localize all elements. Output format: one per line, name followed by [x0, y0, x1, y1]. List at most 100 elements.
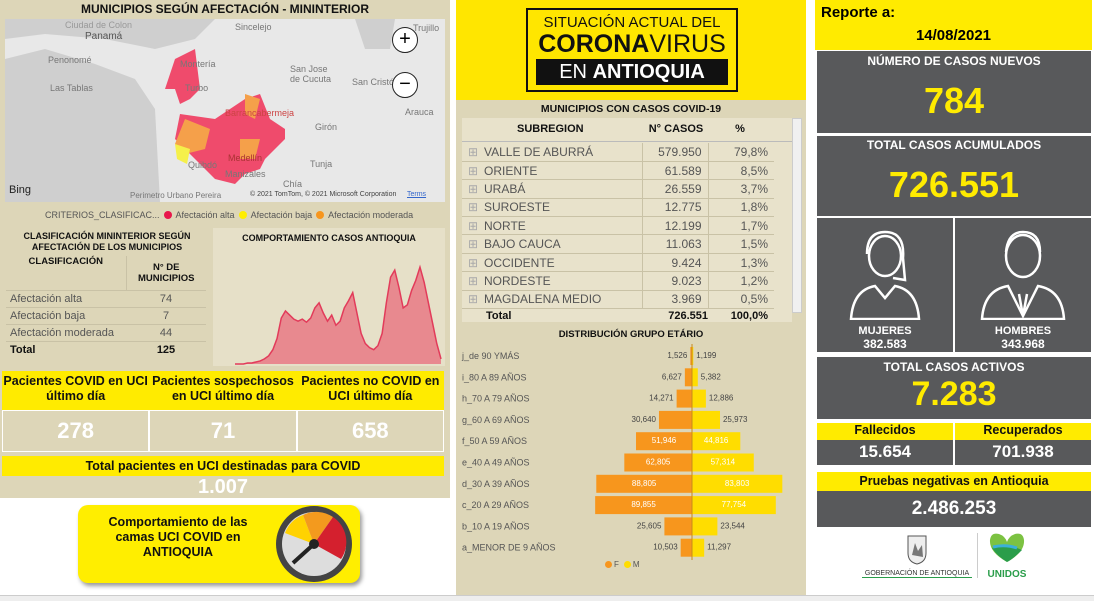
- row-value: 44: [126, 324, 206, 342]
- hombres-box: HOMBRES 343.968: [955, 218, 1091, 352]
- subregiones-rows: ⊞ VALLE DE ABURRÁ 579.950 79,8% ⊞ ORIENTE 61.5…: [462, 143, 774, 310]
- expand-icon[interactable]: ⊞: [462, 179, 484, 199]
- map-label: Montería: [180, 59, 216, 69]
- camas-uci-button[interactable]: Comportamiento de las camas UCI COVID en…: [78, 505, 360, 583]
- subregion-pct: 1,7%: [707, 216, 774, 236]
- zoom-in-button[interactable]: +: [392, 27, 418, 53]
- subregion-casos: 11.063: [641, 234, 708, 254]
- row-label: Afectación alta: [6, 290, 126, 308]
- legend-item[interactable]: Afectación alta: [175, 210, 235, 220]
- bar-f[interactable]: [658, 410, 692, 429]
- bar-m[interactable]: [692, 432, 741, 451]
- expand-icon[interactable]: ⊞: [462, 216, 484, 236]
- expand-icon[interactable]: ⊞: [462, 253, 484, 273]
- subregion-row[interactable]: ⊞ ORIENTE 61.589 8,5%: [462, 161, 774, 181]
- subregion-row[interactable]: ⊞ NORDESTE 9.023 1,2%: [462, 271, 774, 291]
- map-legend: CRITERIOS_CLASIFICAC... Afectación alta …: [45, 210, 413, 220]
- map-label: Girón: [315, 122, 338, 132]
- expand-icon[interactable]: ⊞: [462, 143, 484, 162]
- category-label: h_70 A 79 AÑOS: [462, 394, 530, 404]
- acumulados-box: TOTAL CASOS ACUMULADOS 726.551: [817, 136, 1091, 216]
- bar-f[interactable]: [680, 538, 692, 557]
- subregion-row[interactable]: ⊞ NORTE 12.199 1,7%: [462, 216, 774, 236]
- casos-nuevos-box: NÚMERO DE CASOS NUEVOS 784: [817, 51, 1091, 133]
- map-label: Barrancabermeja: [225, 108, 295, 118]
- subregion-row[interactable]: ⊞ VALLE DE ABURRÁ 579.950 79,8%: [462, 143, 774, 162]
- bar-m[interactable]: [692, 474, 783, 493]
- terms-link[interactable]: Terms: [407, 191, 427, 198]
- subregion-name: BAJO CAUCA: [484, 234, 642, 254]
- mujeres-value: 382.583: [863, 337, 907, 351]
- coat-of-arms-icon: [907, 535, 927, 565]
- legend-item[interactable]: Afectación baja: [250, 210, 313, 220]
- bar-m[interactable]: [692, 496, 776, 515]
- total-value: 125: [156, 343, 176, 356]
- col-header[interactable]: %: [735, 123, 745, 135]
- data-label-m: 1,199: [696, 351, 717, 360]
- legend-f[interactable]: F: [614, 560, 619, 569]
- category-label: a_MENOR DE 9 AÑOS: [462, 543, 556, 553]
- expand-icon[interactable]: ⊞: [462, 198, 484, 218]
- data-label-f: 25,605: [637, 521, 662, 530]
- bar-f[interactable]: [690, 347, 692, 365]
- bar-f[interactable]: [595, 496, 692, 515]
- expand-icon[interactable]: ⊞: [462, 271, 484, 291]
- total-row: Total 125: [6, 341, 206, 358]
- zoom-out-button[interactable]: −: [392, 72, 418, 98]
- col-header: CLASIFICACIÓN: [6, 256, 126, 291]
- bar-m[interactable]: [692, 453, 754, 472]
- bar-m[interactable]: [692, 410, 720, 429]
- bar-f[interactable]: [676, 389, 692, 408]
- category-label: e_40 A 49 AÑOS: [462, 458, 530, 468]
- data-label-f: 1,526: [667, 351, 688, 360]
- col-header[interactable]: SUBREGION: [517, 123, 584, 135]
- bar-m[interactable]: [692, 389, 706, 408]
- subregion-pct: 8,5%: [707, 161, 774, 181]
- gobernacion-logo: GOBERNACIÓN DE ANTIOQUIA: [862, 533, 972, 578]
- bar-m[interactable]: [692, 538, 705, 557]
- legend-item[interactable]: Afectación moderada: [328, 210, 414, 220]
- map-shapes: [5, 19, 395, 202]
- col-header[interactable]: N° CASOS: [648, 123, 704, 135]
- uci-header-no-covid: Pacientes no COVID en UCI último día: [301, 374, 440, 403]
- map-label: Chía: [283, 179, 303, 189]
- activos-box: TOTAL CASOS ACTIVOS 7.283: [817, 357, 1091, 419]
- map-label: Tunja: [310, 159, 333, 169]
- expand-icon[interactable]: ⊞: [462, 290, 484, 310]
- activos-value: 7.283: [911, 375, 997, 413]
- subregion-row[interactable]: ⊞ OCCIDENTE 9.424 1,3%: [462, 253, 774, 273]
- row-label: Afectación moderada: [6, 324, 126, 342]
- expand-icon[interactable]: ⊞: [462, 234, 484, 254]
- legend-dot-icon: [316, 211, 325, 219]
- bar-m[interactable]: [692, 517, 718, 536]
- expand-icon[interactable]: ⊞: [462, 161, 484, 181]
- bing-logo: Bing: [9, 184, 32, 196]
- subregion-pct: 1,8%: [707, 198, 774, 218]
- bar-f[interactable]: [684, 368, 692, 387]
- bar-f[interactable]: [664, 517, 692, 536]
- subregion-row[interactable]: ⊞ MAGDALENA MEDIO 3.969 0,5%: [462, 290, 774, 310]
- subregion-row[interactable]: ⊞ BAJO CAUCA 11.063 1,5%: [462, 234, 774, 254]
- negativas-value: 2.486.253: [911, 498, 997, 519]
- casos-nuevos-label: NÚMERO DE CASOS NUEVOS: [867, 54, 1041, 68]
- total-label: Total: [10, 343, 36, 356]
- scrollbar[interactable]: [792, 118, 802, 313]
- bar-m[interactable]: [692, 347, 694, 365]
- category-label: d_30 A 39 AÑOS: [462, 479, 530, 489]
- unidos-text: UNIDOS: [987, 569, 1027, 580]
- bar-f[interactable]: [636, 432, 692, 451]
- data-label-f: 62,805: [646, 458, 671, 467]
- bar-m[interactable]: [692, 368, 698, 387]
- area-line: [235, 264, 442, 365]
- bar-f[interactable]: [596, 474, 692, 493]
- data-label-f: 89,855: [631, 500, 656, 509]
- data-label-f: 6,627: [662, 372, 683, 381]
- map-label: Manizales: [225, 169, 266, 179]
- map-title: MUNICIPIOS SEGÚN AFECTACIÓN - MININTERIO…: [81, 2, 369, 16]
- map[interactable]: Ciudad de Colon Panamá Penonomé Las Tabl…: [5, 19, 445, 202]
- legend-m[interactable]: M: [632, 560, 640, 569]
- age-pyramid-chart: j_de 90 YMÁS 1,526 1,199 i_80 A 89 AÑOS 6,62…: [461, 344, 783, 560]
- subregion-row[interactable]: ⊞ URABÁ 26.559 3,7%: [462, 179, 774, 199]
- bar-f[interactable]: [624, 453, 692, 472]
- subregion-row[interactable]: ⊞ SUROESTE 12.775 1,8%: [462, 198, 774, 218]
